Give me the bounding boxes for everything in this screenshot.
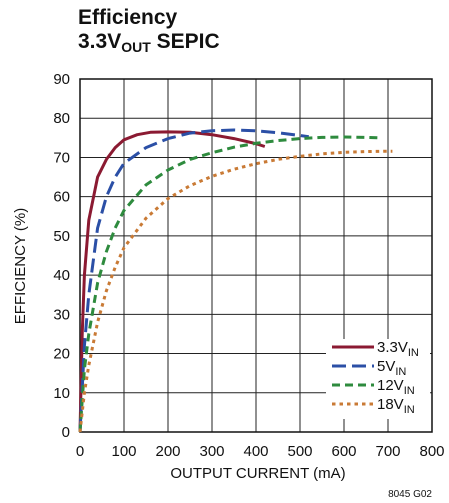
series-line-3p3v-in <box>78 130 266 433</box>
y-tick-label: 70 <box>53 149 70 166</box>
y-tick-label: 50 <box>53 228 70 245</box>
figure-id: 8045 G02 <box>388 489 432 500</box>
chart-title: Efficiency 3.3VOUT SEPIC <box>78 6 220 59</box>
legend-label-main: 18V <box>377 396 404 413</box>
legend-label-subscript: IN <box>404 404 415 416</box>
legend-label-main: 12V <box>377 377 404 394</box>
y-tick-label: 40 <box>53 267 70 284</box>
series-line-18v-in <box>78 149 393 433</box>
series-line-12v-in <box>78 135 380 433</box>
x-tick-label: 800 <box>419 443 444 460</box>
chart-title-line1: Efficiency <box>78 6 178 29</box>
x-tick-label: 200 <box>155 443 180 460</box>
x-axis-label: OUTPUT CURRENT (mA) <box>170 465 345 482</box>
chart-title-line2: 3.3VOUT SEPIC <box>78 30 220 59</box>
x-tick-label: 0 <box>76 443 84 460</box>
y-tick-label: 10 <box>53 385 70 402</box>
plot-frame <box>79 78 433 433</box>
x-tick-label: 100 <box>111 443 136 460</box>
legend-label-subscript: IN <box>395 366 406 378</box>
legend-label-subscript: IN <box>408 347 419 359</box>
x-tick-label: 300 <box>199 443 224 460</box>
y-tick-label: 30 <box>53 306 70 323</box>
y-tick-label: 80 <box>53 110 70 127</box>
y-tick-label: 20 <box>53 346 70 363</box>
y-tick-label: 0 <box>62 424 70 441</box>
y-tick-label: 90 <box>53 71 70 88</box>
title-subscript: OUT <box>121 39 151 55</box>
legend-label-main: 5V <box>377 358 395 375</box>
legend-label: 5VIN <box>377 358 406 378</box>
legend-label-main: 3.3V <box>377 339 408 356</box>
y-tick-label: 60 <box>53 189 70 206</box>
legend-label: 3.3VIN <box>377 339 419 359</box>
series-lines <box>78 128 393 433</box>
legend-background <box>326 339 430 419</box>
legend-label-subscript: IN <box>404 385 415 397</box>
y-axis-label: EFFICIENCY (%) <box>12 208 29 324</box>
x-tick-label: 700 <box>375 443 400 460</box>
x-tick-label: 600 <box>331 443 356 460</box>
legend-label: 12VIN <box>377 377 415 397</box>
x-tick-label: 400 <box>243 443 268 460</box>
series-line-5v-in <box>78 128 310 433</box>
x-tick-label: 500 <box>287 443 312 460</box>
legend-label: 18VIN <box>377 396 415 416</box>
title-main: 3.3V <box>78 30 122 53</box>
title-tail: SEPIC <box>150 30 220 53</box>
tick-labels: 0 100 200 300 400 500 600 700 800 0 10 20 30 40 50 60 70… <box>53 71 444 460</box>
